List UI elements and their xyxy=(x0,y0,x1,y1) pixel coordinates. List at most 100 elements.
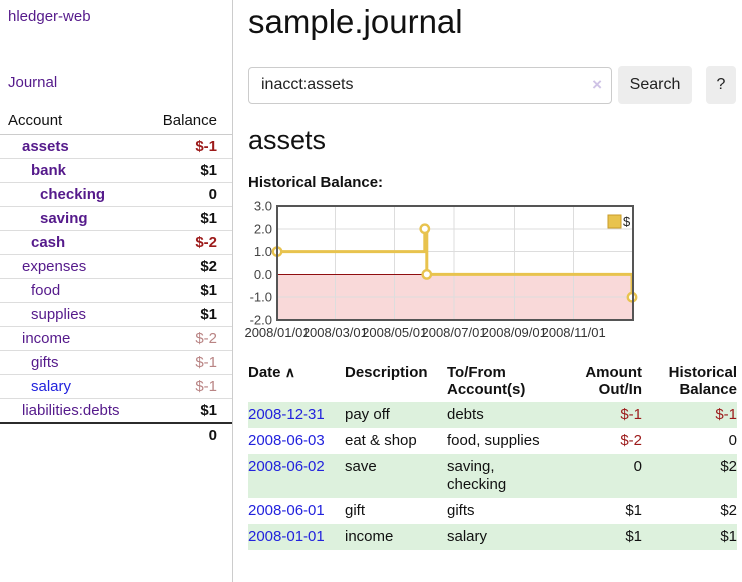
account-link-salary[interactable]: salary xyxy=(31,378,72,395)
account-link-supplies[interactable]: supplies xyxy=(31,306,87,323)
account-link-liabilities-debts[interactable]: liabilities:debts xyxy=(22,402,120,419)
transaction-date-link[interactable]: 2008-06-02 xyxy=(248,458,325,475)
transaction-row: 2008-06-02 save saving, checking 0 $2 xyxy=(248,454,737,498)
account-balance: $2 xyxy=(140,254,232,279)
sidebar: hledger-web Journal Account Balance asse… xyxy=(0,0,233,582)
historical-balance-chart: 3.0 2.0 1.0 0.0 -1.0 -2.0 2008/01/01 2008/03/01… xyxy=(244,199,742,348)
column-header-description: Description xyxy=(345,364,428,381)
svg-text:-1.0: -1.0 xyxy=(250,290,272,305)
account-row: salary $-1 xyxy=(0,374,232,399)
register-account-title: assets xyxy=(248,125,327,155)
column-header-date[interactable]: Date ∧ xyxy=(248,364,295,381)
account-link-saving[interactable]: saving xyxy=(40,210,88,227)
accounts-tree-table: Account Balance assets $-1 bank $1 checking 0… xyxy=(0,107,232,447)
transaction-date-link[interactable]: 2008-06-03 xyxy=(248,432,325,449)
transaction-amount: 0 xyxy=(557,454,642,498)
account-row: bank $1 xyxy=(0,158,232,183)
svg-text:2.0: 2.0 xyxy=(254,221,272,236)
transaction-date-link[interactable]: 2008-12-31 xyxy=(248,406,325,423)
account-balance: $1 xyxy=(140,158,232,183)
svg-text:0.0: 0.0 xyxy=(254,267,272,282)
account-link-checking[interactable]: checking xyxy=(40,186,106,203)
transaction-accounts: debts xyxy=(447,402,557,428)
column-header-amount: Amount Out/In xyxy=(585,364,642,398)
register-table: Date ∧ Description To/From Account(s) Am… xyxy=(248,362,737,550)
transaction-accounts: salary xyxy=(447,524,557,550)
account-balance: $-1 xyxy=(140,350,232,375)
account-link-income[interactable]: income xyxy=(22,330,71,347)
sidebar-item-journal[interactable]: Journal xyxy=(8,74,58,91)
svg-text:2008/11/01: 2008/11/01 xyxy=(542,325,606,340)
account-row: checking 0 xyxy=(0,182,232,207)
search-button[interactable]: Search xyxy=(618,66,692,104)
account-row: cash $-2 xyxy=(0,230,232,255)
svg-text:2008/09/01: 2008/09/01 xyxy=(482,325,547,340)
account-balance: $-2 xyxy=(140,230,232,255)
account-row: income $-2 xyxy=(0,326,232,351)
account-link-expenses[interactable]: expenses xyxy=(22,258,87,275)
account-balance: $1 xyxy=(140,206,232,231)
account-link-assets[interactable]: assets xyxy=(22,138,69,155)
transaction-description: eat & shop xyxy=(345,432,417,449)
transaction-row: 2008-01-01 income salary $1 $1 xyxy=(248,524,737,550)
sort-asc-icon: ∧ xyxy=(284,364,295,380)
chart-canvas: 3.0 2.0 1.0 0.0 -1.0 -2.02008/01/012008/03/01… xyxy=(244,199,638,340)
account-row: supplies $1 xyxy=(0,302,232,327)
account-link-gifts[interactable]: gifts xyxy=(31,354,59,371)
column-header-historical: Historical Balance xyxy=(668,364,737,398)
search-form: × Search ? xyxy=(248,66,742,104)
search-input[interactable] xyxy=(248,66,612,104)
account-row: gifts $-1 xyxy=(0,350,232,375)
account-balance: $1 xyxy=(140,398,232,424)
svg-text:3.0: 3.0 xyxy=(254,199,272,214)
transaction-accounts: food, supplies xyxy=(447,432,540,449)
account-balance: $-1 xyxy=(140,374,232,399)
svg-text:1.0: 1.0 xyxy=(254,244,272,259)
transaction-row: 2008-12-31 pay off debts $-1 $-1 xyxy=(248,402,737,428)
transaction-historical-balance: 0 xyxy=(728,432,737,449)
account-row: food $1 xyxy=(0,278,232,303)
account-link-bank[interactable]: bank xyxy=(31,162,67,179)
account-balance: $1 xyxy=(140,278,232,303)
account-link-cash[interactable]: cash xyxy=(31,234,66,251)
transaction-description: gift xyxy=(345,502,366,519)
accounts-header-balance: Balance xyxy=(140,107,232,135)
transaction-description: income xyxy=(345,524,447,550)
main-content: sample.journal × Search ? assets Histori… xyxy=(244,0,742,550)
chart-legend-label: $ xyxy=(623,214,631,229)
help-button[interactable]: ? xyxy=(706,66,736,104)
transaction-date-link[interactable]: 2008-06-01 xyxy=(248,502,325,519)
clear-search-icon[interactable]: × xyxy=(592,74,602,94)
transaction-row: 2008-06-01 gift gifts $1 $2 xyxy=(248,498,737,524)
account-balance: $1 xyxy=(140,302,232,327)
column-header-accounts: To/From Account(s) xyxy=(447,364,526,398)
account-row: saving $1 xyxy=(0,206,232,231)
transaction-row: 2008-06-03 eat & shop food, supplies $-2 0 xyxy=(248,428,737,454)
transaction-description: save xyxy=(345,454,447,498)
transaction-accounts: saving, checking xyxy=(447,454,557,498)
accounts-header-account: Account xyxy=(0,107,141,135)
transaction-amount: $1 xyxy=(625,502,642,519)
account-link-food[interactable]: food xyxy=(31,282,61,299)
transaction-historical-balance: $1 xyxy=(642,524,737,550)
svg-text:-2.0: -2.0 xyxy=(250,313,272,328)
transaction-amount: $-2 xyxy=(620,432,642,449)
account-balance: $-1 xyxy=(140,134,232,159)
svg-text:2008/05/01: 2008/05/01 xyxy=(362,325,427,340)
account-balance: 0 xyxy=(140,182,232,207)
account-balance: $-2 xyxy=(140,326,232,351)
svg-text:2008/01/01: 2008/01/01 xyxy=(244,325,309,340)
account-row: liabilities:debts $1 xyxy=(0,398,232,424)
svg-text:2008/03/01: 2008/03/01 xyxy=(303,325,368,340)
transaction-date-link[interactable]: 2008-01-01 xyxy=(248,528,325,545)
page-title: sample.journal xyxy=(248,3,463,40)
account-row: assets $-1 xyxy=(0,134,232,159)
chart-heading: Historical Balance: xyxy=(248,174,384,191)
transaction-description: pay off xyxy=(345,402,447,428)
account-row: expenses $2 xyxy=(0,254,232,279)
transaction-historical-balance: $-1 xyxy=(642,402,737,428)
transaction-historical-balance: $2 xyxy=(720,502,737,519)
transaction-amount: $-1 xyxy=(557,402,642,428)
app-title-link[interactable]: hledger-web xyxy=(8,8,91,25)
accounts-total-row: 0 xyxy=(0,423,232,447)
